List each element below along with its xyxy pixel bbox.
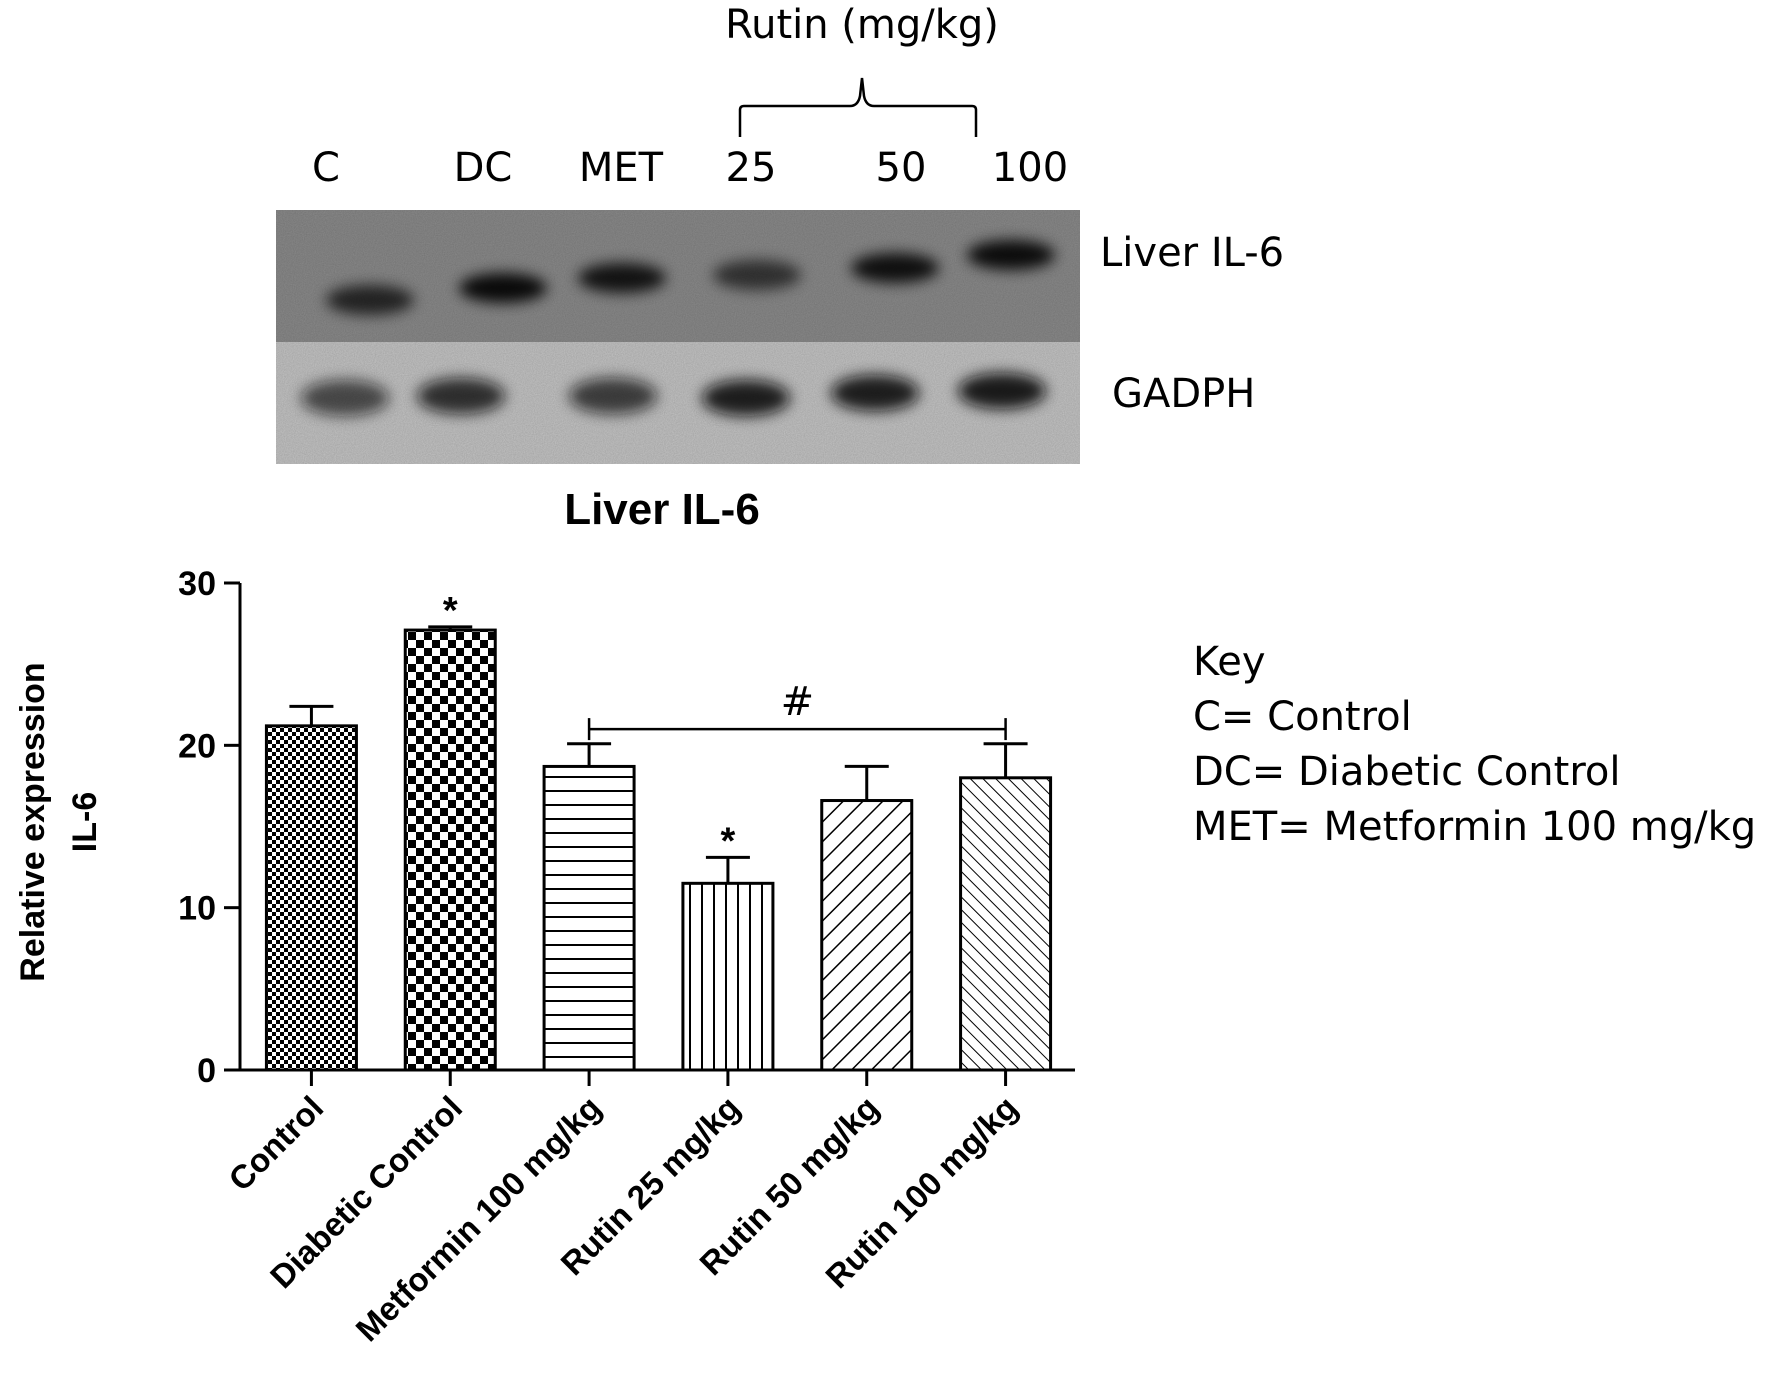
- il6-band: [851, 253, 939, 283]
- key-line-3: MET= Metformin 100 mg/kg: [1193, 804, 1756, 850]
- lane-label-50: 50: [876, 145, 927, 191]
- lane-label-25: 25: [726, 145, 777, 191]
- gapdh-band: [831, 375, 919, 411]
- bar-rutin-50-mg-kg: [820, 799, 914, 1072]
- bar-rutin-25-mg-kg: [681, 881, 775, 1072]
- il6-band: [326, 285, 414, 315]
- y-axis-label-line-1: Relative expression: [14, 662, 52, 981]
- lane-label-100: 100: [992, 145, 1068, 191]
- blot-texture: [276, 210, 1080, 464]
- significance-star-diabetic-control: *: [443, 590, 458, 632]
- band-label-gapdh: GADPH: [1112, 371, 1255, 417]
- lane-label-c: C: [312, 145, 340, 191]
- bar-control: [264, 724, 358, 1072]
- bar-rutin-100-mg-kg: [959, 776, 1053, 1072]
- lane-label-met: MET: [579, 145, 664, 191]
- rutin-label: Rutin (mg/kg): [725, 2, 999, 48]
- y-axis-label-line-2: IL-6: [66, 792, 104, 852]
- band-label-il6: Liver IL-6: [1100, 230, 1284, 276]
- x-tick-label-control: Control: [221, 1089, 330, 1198]
- lane-label-dc: DC: [454, 145, 513, 191]
- gapdh-band: [702, 380, 790, 416]
- chart-title: Liver IL-6: [564, 485, 760, 534]
- gapdh-band: [301, 380, 389, 416]
- key-line-1: C= Control: [1193, 694, 1412, 740]
- gapdh-band: [417, 378, 505, 414]
- lane-labels: C DC MET 25 50 100: [312, 145, 1068, 191]
- y-tick-label-20: 20: [178, 727, 216, 765]
- blot-bands: [301, 240, 1055, 416]
- rutin-brace: [738, 77, 978, 137]
- il6-band: [578, 263, 666, 293]
- key-line-2: DC= Diabetic Control: [1193, 749, 1620, 795]
- gapdh-band: [958, 373, 1046, 409]
- y-tick-label-0: 0: [197, 1052, 216, 1090]
- significance-hash: #: [781, 679, 815, 725]
- bar-metformin-100-mg-kg: [542, 764, 636, 1072]
- significance-star-rutin-25-mg-kg: *: [721, 820, 736, 862]
- key-title: Key: [1193, 639, 1266, 685]
- il6-band: [713, 260, 801, 290]
- bar-diabetic-control: [403, 628, 497, 1072]
- il6-band: [967, 240, 1055, 270]
- gapdh-band: [569, 378, 657, 414]
- x-tick-label-metformin-100-mg-kg: Metformin 100 mg/kg: [348, 1089, 608, 1349]
- western-blot: Rutin (mg/kg) C DC MET 25 50 100 Liver IL-6 G…: [276, 2, 1284, 464]
- y-tick-label-10: 10: [178, 890, 216, 928]
- y-axis-label: Relative expression IL-6: [14, 662, 104, 981]
- y-tick-label-30: 30: [178, 565, 216, 603]
- key: Key C= Control DC= Diabetic Control MET=…: [1193, 639, 1756, 850]
- il6-band: [459, 273, 547, 303]
